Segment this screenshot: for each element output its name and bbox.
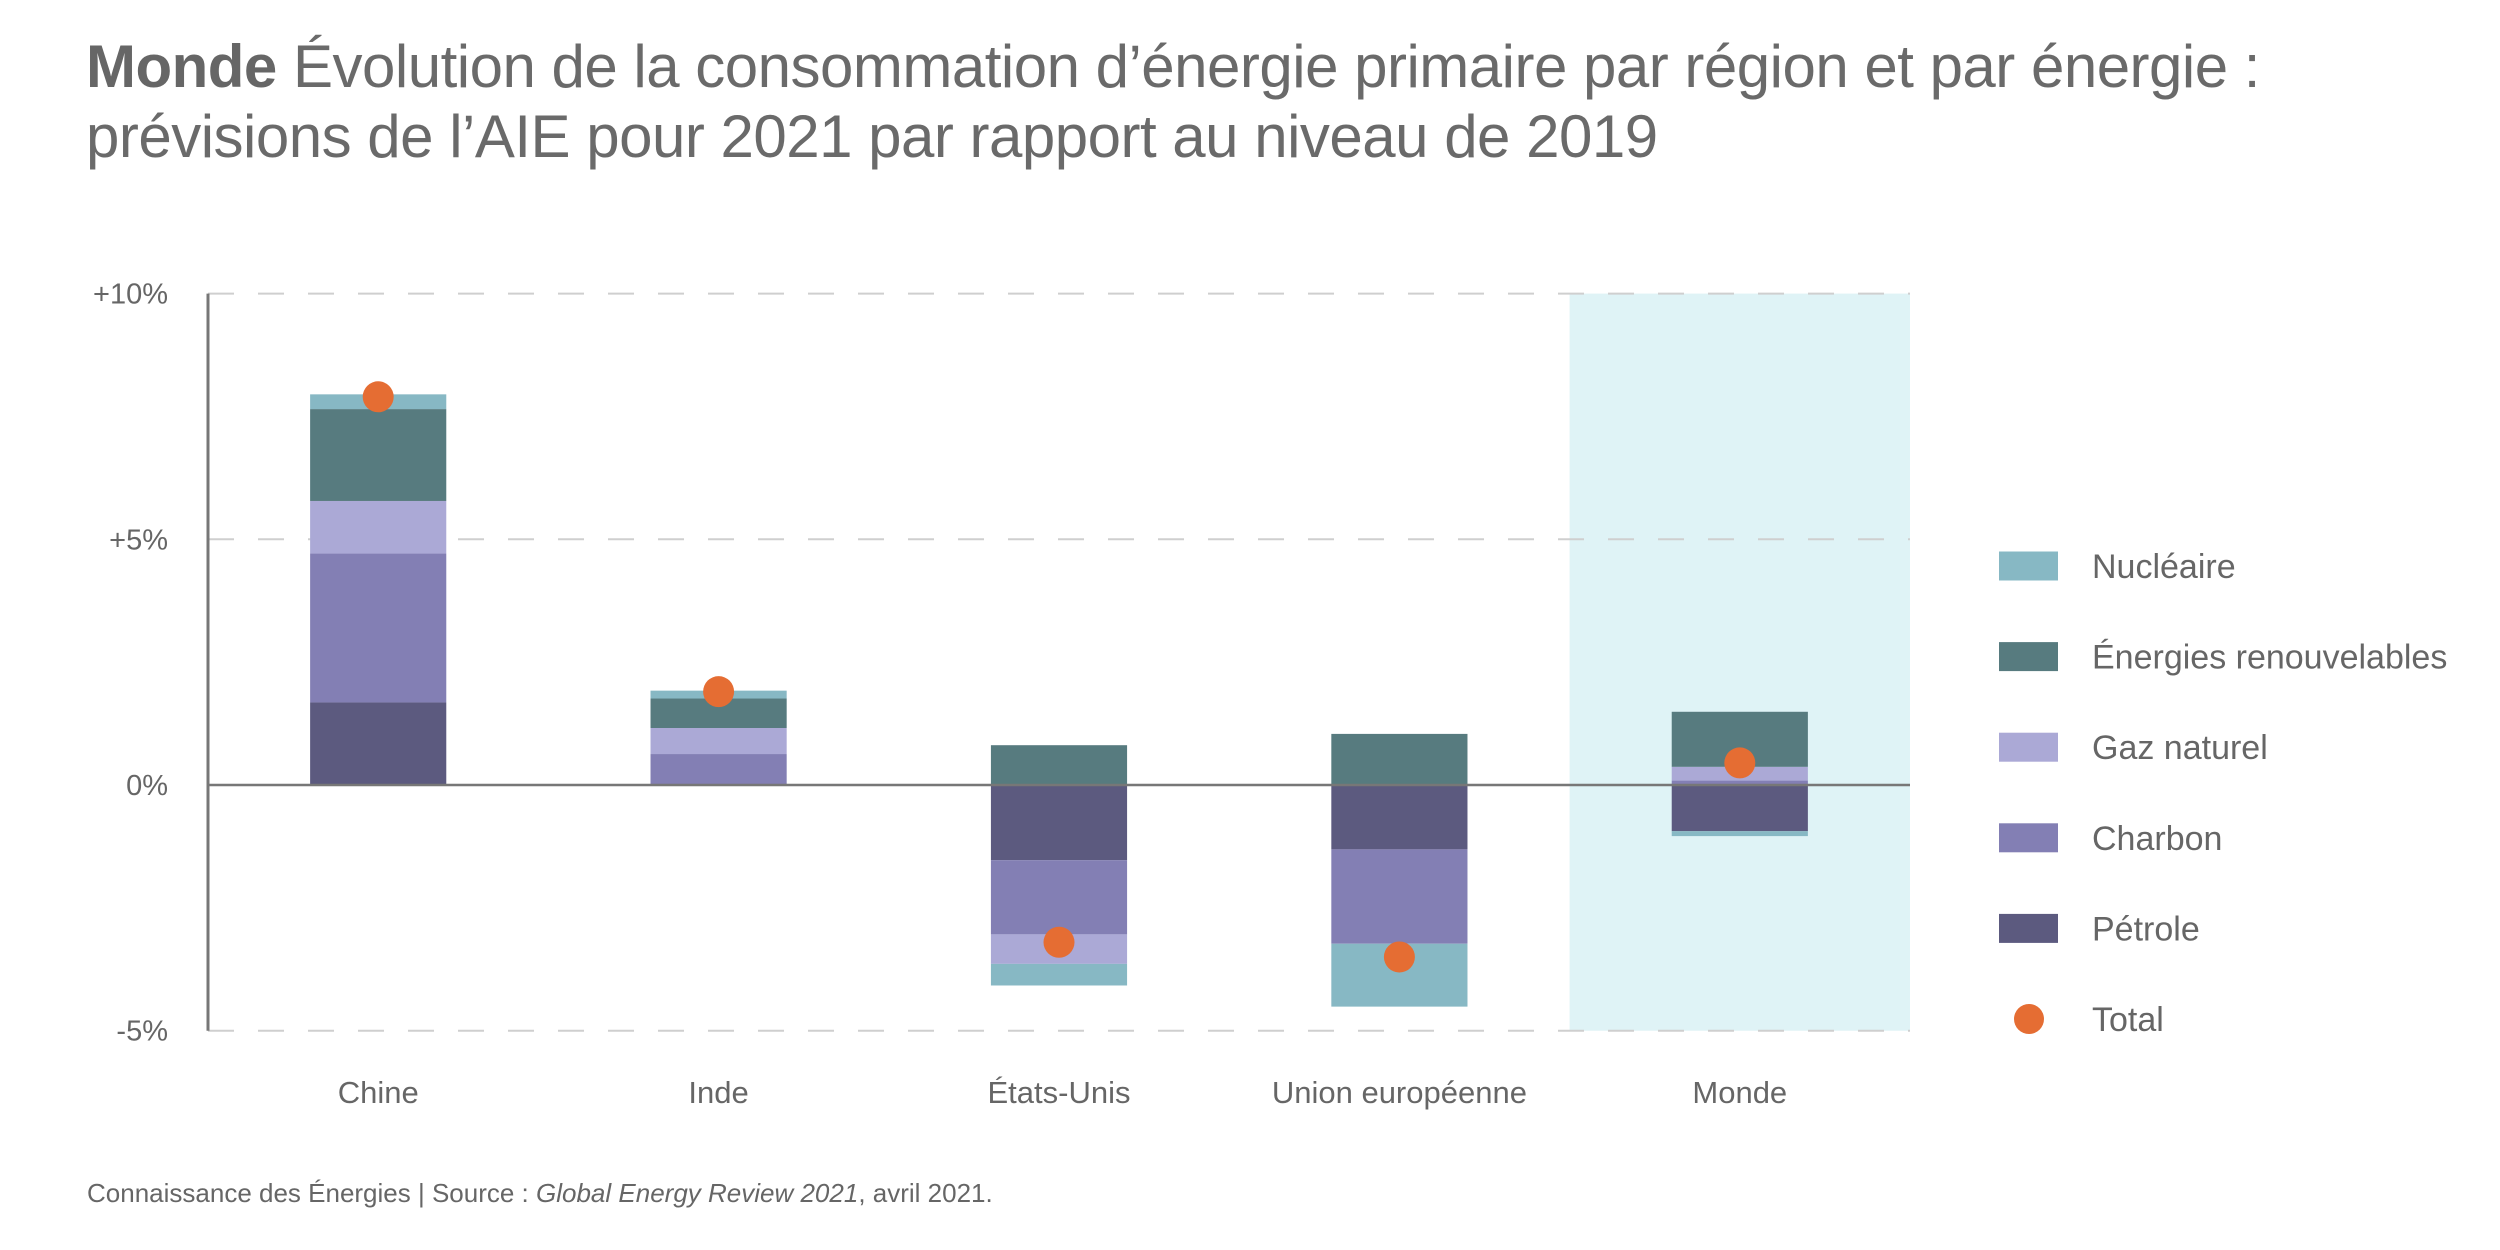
x-tick-label: Inde	[688, 1075, 748, 1110]
chart-title: Monde Évolution de la consommation d’éne…	[86, 32, 2486, 172]
bar-segment-charbon	[1331, 849, 1468, 944]
gridlines	[208, 292, 1910, 1032]
highlight-layer	[1569, 293, 1910, 1031]
bar-segment-petrole	[1331, 785, 1468, 850]
legend-swatch-renouvelables	[1999, 642, 2058, 672]
source-footer: Connaissance des Énergies | Source : Glo…	[87, 1178, 993, 1208]
title-text-line-1: Évolution de la consommation d’énergie p…	[292, 33, 2260, 100]
total-marker	[1043, 926, 1075, 958]
title-line-2: prévisions de l’AIE pour 2021 par rappor…	[86, 103, 1658, 170]
legend-label-nucleaire: Nucléaire	[2092, 548, 2236, 586]
bar-segment-gaz	[650, 727, 787, 755]
bar-segment-petrole	[1671, 785, 1808, 832]
x-tick-labels: Chine Inde États-Unis Union européenne Monde	[338, 1075, 1787, 1110]
x-tick-label: États-Unis	[988, 1075, 1131, 1110]
legend-label-petrole: Pétrole	[2092, 910, 2200, 948]
bar-segment-charbon	[650, 754, 787, 785]
legend-label-total: Total	[2092, 1001, 2164, 1039]
bar-segment-petrole	[990, 785, 1128, 861]
legend-swatch-charbon	[1999, 823, 2058, 853]
legend-swatch-petrole	[1999, 913, 2058, 943]
y-tick-label: +10%	[93, 279, 168, 311]
footer-suffix: , avril 2021.	[858, 1178, 993, 1208]
footer-source-title: Global Energy Review 2021	[536, 1178, 859, 1208]
legend-label-gaz: Gaz naturel	[2092, 729, 2268, 767]
legend-swatch-total	[2014, 1004, 2044, 1034]
legend-swatch-gaz	[1999, 732, 2058, 762]
legend-label-renouvelables: Énergies renouvelables	[2092, 639, 2447, 677]
footer-prefix: Connaissance des Énergies | Source :	[87, 1178, 537, 1208]
y-tick-label: +5%	[109, 524, 168, 556]
total-marker	[1724, 747, 1756, 779]
bar-segment-charbon	[990, 860, 1128, 935]
legend-label-charbon: Charbon	[2092, 820, 2222, 858]
title-line-1: Monde Évolution de la consommation d’éne…	[86, 32, 2486, 102]
bar-segment-gaz	[310, 500, 447, 554]
y-tick-label: 0%	[126, 770, 168, 802]
total-marker	[703, 676, 735, 708]
title-bold-region: Monde	[86, 33, 277, 100]
total-markers	[362, 381, 1756, 973]
bar-segment-renouvelables	[990, 745, 1128, 785]
bar-segment-renouvelables	[1331, 733, 1468, 785]
bar-segment-nucleaire	[990, 963, 1128, 986]
total-marker	[1383, 941, 1415, 973]
total-marker	[362, 381, 394, 413]
y-tick-label: -5%	[116, 1016, 168, 1048]
x-tick-label: Monde	[1692, 1075, 1787, 1110]
bar-segment-nucleaire	[1671, 831, 1808, 837]
legend-swatch-nucleaire	[1999, 551, 2058, 581]
highlight-band-4	[1569, 293, 1910, 1031]
x-tick-label: Chine	[338, 1075, 419, 1110]
legend: Nucléaire Énergies renouvelables Gaz natur…	[1999, 548, 2447, 1039]
x-tick-label: Union européenne	[1272, 1075, 1527, 1110]
bar-segment-charbon	[1671, 780, 1808, 785]
bar-segment-charbon	[310, 553, 447, 703]
bar-segment-renouvelables	[310, 409, 447, 501]
bar-segment-petrole	[310, 702, 447, 785]
y-tick-labels: -5% 0% +5% +10%	[93, 279, 168, 1048]
axes	[206, 293, 1910, 1031]
bars	[310, 394, 1808, 1007]
